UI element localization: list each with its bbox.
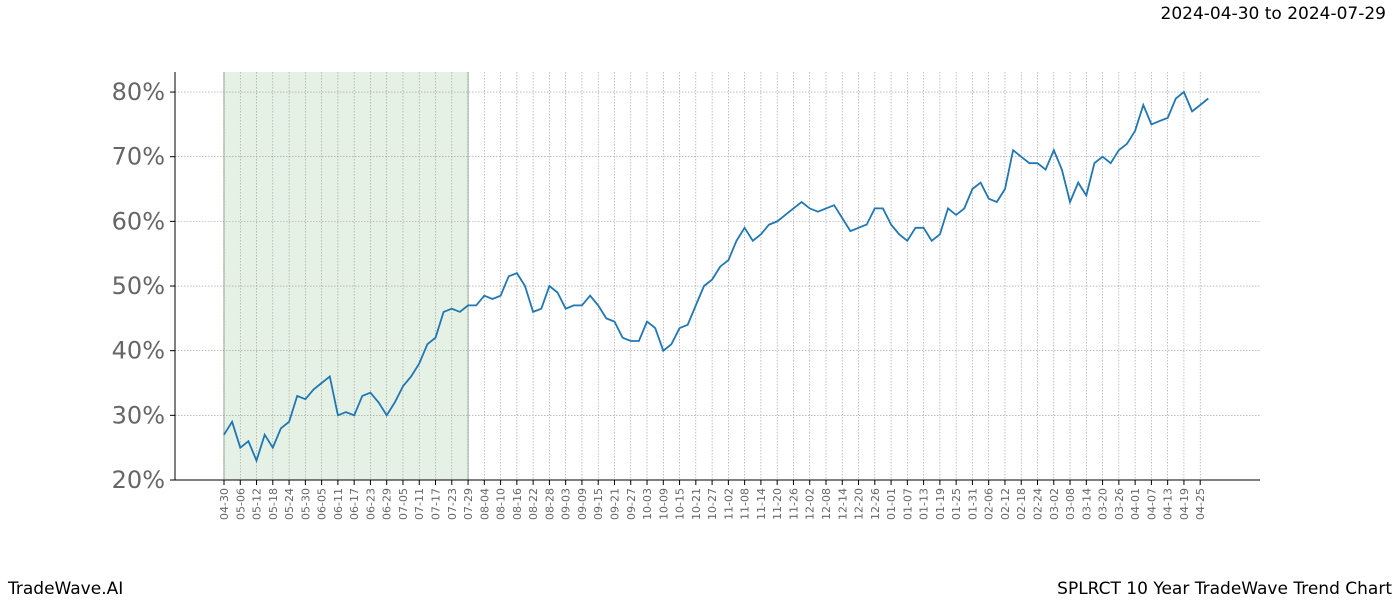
x-tick-label: 06-11 xyxy=(332,488,345,520)
x-tick-label: 08-16 xyxy=(511,488,524,520)
y-tick-label: 80% xyxy=(112,78,165,106)
x-tick-label: 09-03 xyxy=(560,488,573,520)
x-tick-label: 01-25 xyxy=(950,488,963,520)
x-tick-label: 12-26 xyxy=(869,488,882,520)
x-tick-label: 03-14 xyxy=(1080,488,1093,520)
x-tick-label: 01-07 xyxy=(901,488,914,520)
x-tick-label: 07-23 xyxy=(446,488,459,520)
x-tick-label: 11-26 xyxy=(787,488,800,520)
date-range: 2024-04-30 to 2024-07-29 xyxy=(1161,4,1386,24)
x-tick-label: 08-22 xyxy=(527,488,540,520)
x-tick-label: 08-10 xyxy=(495,488,508,520)
x-tick-label: 03-20 xyxy=(1097,488,1110,520)
x-tick-label: 12-02 xyxy=(804,488,817,520)
x-tick-label: 05-24 xyxy=(283,488,296,520)
x-tick-label: 04-19 xyxy=(1178,488,1191,520)
x-tick-label: 11-08 xyxy=(739,488,752,520)
x-tick-label: 10-21 xyxy=(690,488,703,520)
x-tick-label: 10-09 xyxy=(657,488,670,520)
x-tick-label: 07-17 xyxy=(430,488,443,520)
x-tick-label: 01-31 xyxy=(966,488,979,520)
y-tick-label: 40% xyxy=(112,337,165,365)
x-tick-label: 06-23 xyxy=(364,488,377,520)
x-tick-label: 12-20 xyxy=(853,488,866,520)
x-tick-label: 08-04 xyxy=(478,488,491,520)
x-tick-label: 09-09 xyxy=(576,488,589,520)
x-tick-label: 01-13 xyxy=(918,488,931,520)
x-tick-label: 05-30 xyxy=(299,488,312,520)
caption: SPLRCT 10 Year TradeWave Trend Chart xyxy=(1057,579,1392,599)
x-tick-label: 10-03 xyxy=(641,488,654,520)
y-tick-label: 30% xyxy=(112,401,165,429)
x-tick-label: 09-27 xyxy=(625,488,638,520)
x-tick-label: 07-05 xyxy=(397,488,410,520)
x-tick-label: 02-06 xyxy=(983,488,996,520)
x-tick-label: 04-25 xyxy=(1194,488,1207,520)
x-tick-label: 08-28 xyxy=(543,488,556,520)
y-tick-label: 50% xyxy=(112,272,165,300)
x-tick-label: 12-14 xyxy=(836,488,849,520)
y-tick-label: 70% xyxy=(112,143,165,171)
x-tick-label: 01-19 xyxy=(934,488,947,520)
x-tick-label: 02-24 xyxy=(1032,488,1045,520)
x-tick-label: 02-18 xyxy=(1015,488,1028,520)
trend-line xyxy=(223,90,1209,464)
x-tick-label: 03-08 xyxy=(1064,488,1077,520)
x-tick-label: 07-29 xyxy=(462,488,475,520)
y-tick-label: 20% xyxy=(112,466,165,494)
x-tick-label: 11-14 xyxy=(755,488,768,520)
x-tick-label: 11-20 xyxy=(771,488,784,520)
x-tick-label: 06-29 xyxy=(381,488,394,520)
x-tick-label: 11-02 xyxy=(722,488,735,520)
highlight-region xyxy=(224,72,469,480)
x-tick-label: 04-13 xyxy=(1162,488,1175,520)
x-tick-label: 06-17 xyxy=(348,488,361,520)
x-tick-label: 01-01 xyxy=(885,488,898,520)
x-tick-label: 05-06 xyxy=(234,488,247,520)
x-tick-label: 09-21 xyxy=(608,488,621,520)
x-tick-label: 04-07 xyxy=(1145,488,1158,520)
x-tick-label: 07-11 xyxy=(413,488,426,520)
x-tick-label: 03-02 xyxy=(1048,488,1061,520)
x-tick-label: 04-30 xyxy=(218,488,231,520)
x-tick-label: 10-15 xyxy=(674,488,687,520)
x-tick-label: 03-26 xyxy=(1113,488,1126,520)
x-tick-label: 05-18 xyxy=(267,488,280,520)
x-tick-label: 06-05 xyxy=(316,488,329,520)
brand: TradeWave.AI xyxy=(7,579,123,599)
x-tick-label: 05-12 xyxy=(251,488,264,520)
x-tick-label: 12-08 xyxy=(820,488,833,520)
x-tick-label: 02-12 xyxy=(999,488,1012,520)
x-tick-label: 09-15 xyxy=(592,488,605,520)
y-tick-label: 60% xyxy=(112,207,165,235)
x-tick-label: 10-27 xyxy=(706,488,719,520)
x-tick-label: 04-01 xyxy=(1129,488,1142,520)
